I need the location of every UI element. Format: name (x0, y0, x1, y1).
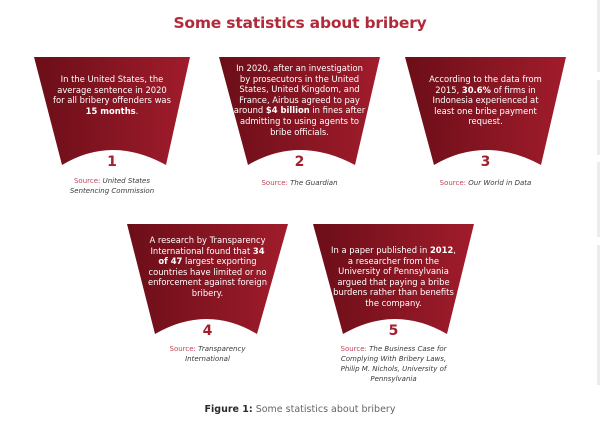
infographic-title: Some statistics about bribery (173, 14, 427, 32)
stat-text: In the United States, the average senten… (53, 74, 171, 116)
stat-source: Source: The Guardian (261, 179, 338, 187)
side-panel-edge (597, 245, 600, 385)
side-panel-edge (597, 162, 600, 237)
stat-source: Source: Transparency International (169, 345, 246, 363)
card-shape (219, 57, 380, 165)
card-shape (405, 57, 566, 165)
stat-number: 3 (480, 154, 491, 170)
stat-number: 1 (107, 154, 117, 170)
side-panel-edge (597, 80, 600, 155)
stat-card-2: In 2020, after an investigation by prose… (219, 57, 380, 187)
stat-text: In 2020, after an investigation by prose… (233, 63, 366, 137)
stat-card-1: In the United States, the average senten… (34, 57, 190, 197)
stat-text: In a paper published in 2012, a research… (331, 245, 456, 308)
stat-card-4: A research by Transparency International… (127, 224, 288, 364)
stat-source: Source: United States Sentencing Commiss… (69, 177, 155, 195)
stat-card-5: In a paper published in 2012, a research… (313, 224, 474, 394)
stat-number: 4 (202, 323, 213, 339)
card-shape (34, 57, 190, 165)
stat-number: 2 (294, 154, 305, 170)
stat-text: According to the data from 2015, 30.6% o… (429, 74, 542, 127)
stat-text: A research by Transparency International… (147, 235, 268, 298)
caption-label: Figure 1: (204, 404, 253, 415)
figure-caption: Figure 1: Some statistics about bribery (0, 404, 600, 415)
stat-number: 5 (388, 323, 399, 339)
caption-text: Some statistics about bribery (252, 404, 396, 415)
stat-card-3: According to the data from 2015, 30.6% o… (405, 57, 566, 187)
stat-source: Source: Our World in Data (439, 179, 532, 187)
side-panel-edge (597, 0, 600, 72)
stat-source: Source: The Business Case for Complying … (340, 345, 447, 383)
card-shape (127, 224, 288, 334)
card-shape (313, 224, 474, 334)
